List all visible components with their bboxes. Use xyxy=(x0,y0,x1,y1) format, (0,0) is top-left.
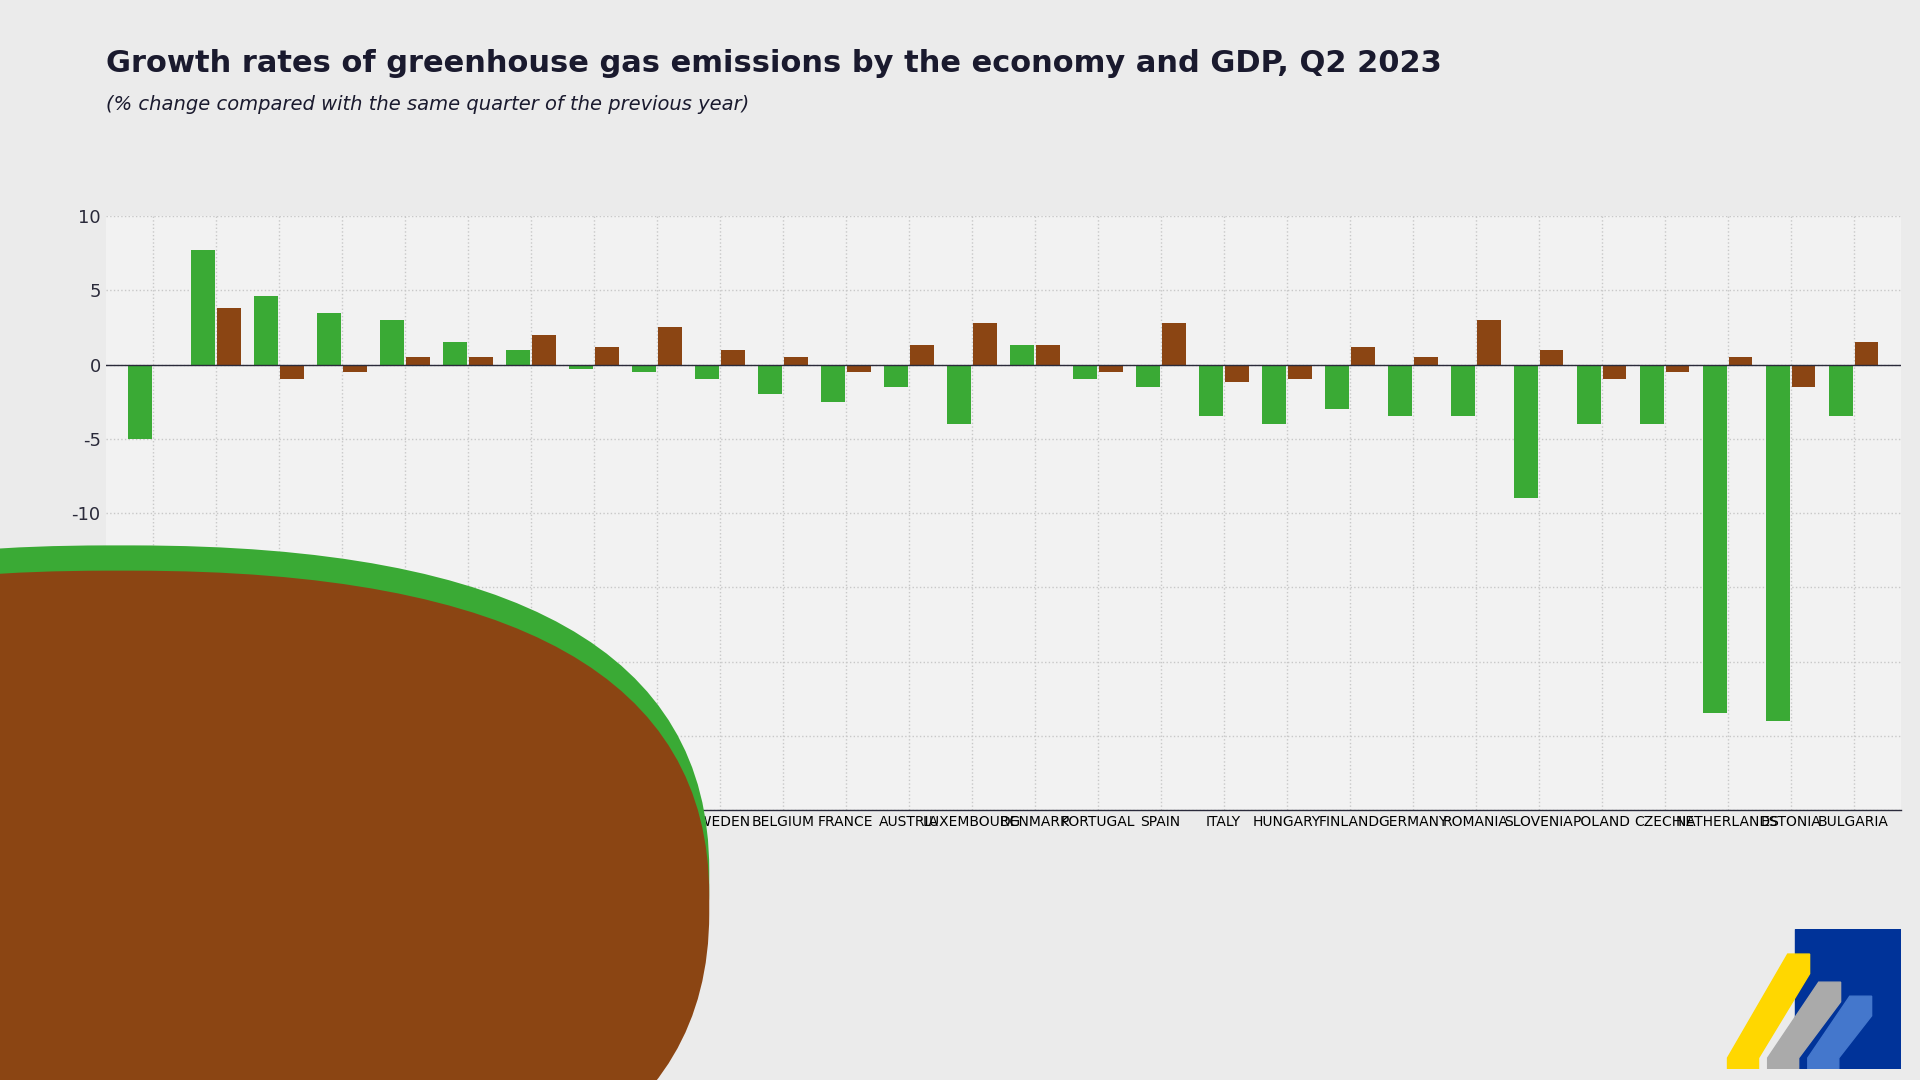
Bar xyxy=(532,335,555,365)
Bar xyxy=(1225,365,1248,382)
Bar xyxy=(822,365,845,402)
Bar xyxy=(253,296,278,365)
Bar xyxy=(1010,346,1033,365)
Bar xyxy=(1703,365,1726,714)
Bar xyxy=(1452,365,1475,417)
Text: All data are estimated by Eurostat, except the Netherlands and Sweden.: All data are estimated by Eurostat, exce… xyxy=(106,977,611,991)
Bar xyxy=(1513,365,1538,498)
Bar xyxy=(595,347,618,365)
Bar xyxy=(758,365,781,394)
Bar xyxy=(1137,365,1160,387)
Bar xyxy=(505,350,530,365)
Bar xyxy=(947,365,972,423)
Bar xyxy=(317,312,342,365)
Text: eurostat: eurostat xyxy=(106,1021,232,1047)
Polygon shape xyxy=(1809,996,1872,1069)
Text: GREENHOUSE GAS EMISSIONS BY THE ECONOMY: GREENHOUSE GAS EMISSIONS BY THE ECONOMY xyxy=(148,873,564,888)
Bar xyxy=(1665,365,1690,372)
Bar xyxy=(1350,347,1375,365)
Bar xyxy=(1198,365,1223,417)
Bar xyxy=(720,350,745,365)
Bar xyxy=(568,365,593,369)
Text: Growth rates of greenhouse gas emissions by the economy and GDP, Q2 2023: Growth rates of greenhouse gas emissions… xyxy=(106,49,1442,78)
Bar xyxy=(783,357,808,365)
Bar xyxy=(1325,365,1348,409)
Bar xyxy=(280,365,303,379)
Bar xyxy=(1828,365,1853,417)
Bar xyxy=(1288,365,1311,379)
Polygon shape xyxy=(1768,982,1841,1069)
Bar xyxy=(1073,365,1096,379)
Bar xyxy=(1413,357,1438,365)
Bar xyxy=(632,365,657,372)
Bar xyxy=(973,323,996,365)
Bar xyxy=(1476,320,1501,365)
Bar xyxy=(1162,323,1185,365)
Bar xyxy=(1766,365,1789,721)
Bar xyxy=(1540,350,1563,365)
Bar xyxy=(1576,365,1601,423)
Bar xyxy=(468,357,493,365)
Bar xyxy=(1728,357,1753,365)
Text: (% change compared with the same quarter of the previous year): (% change compared with the same quarter… xyxy=(106,95,749,114)
Bar xyxy=(444,342,467,365)
Bar xyxy=(883,365,908,387)
Bar xyxy=(847,365,870,372)
Bar xyxy=(1640,365,1663,423)
Bar xyxy=(344,365,367,372)
Bar xyxy=(695,365,718,379)
Bar xyxy=(1035,346,1060,365)
Bar xyxy=(1098,365,1123,372)
Bar xyxy=(910,346,933,365)
Bar xyxy=(659,327,682,365)
Bar xyxy=(380,320,403,365)
Polygon shape xyxy=(1728,954,1809,1069)
Bar xyxy=(1261,365,1286,423)
Bar xyxy=(1855,342,1878,365)
Bar xyxy=(405,357,430,365)
Text: GDP: GDP xyxy=(148,905,184,920)
Bar xyxy=(1795,929,1901,1069)
Bar xyxy=(217,308,240,365)
Bar xyxy=(1388,365,1411,417)
Bar xyxy=(190,251,215,365)
Bar xyxy=(129,365,152,438)
Bar xyxy=(1791,365,1816,387)
Bar xyxy=(1603,365,1626,379)
